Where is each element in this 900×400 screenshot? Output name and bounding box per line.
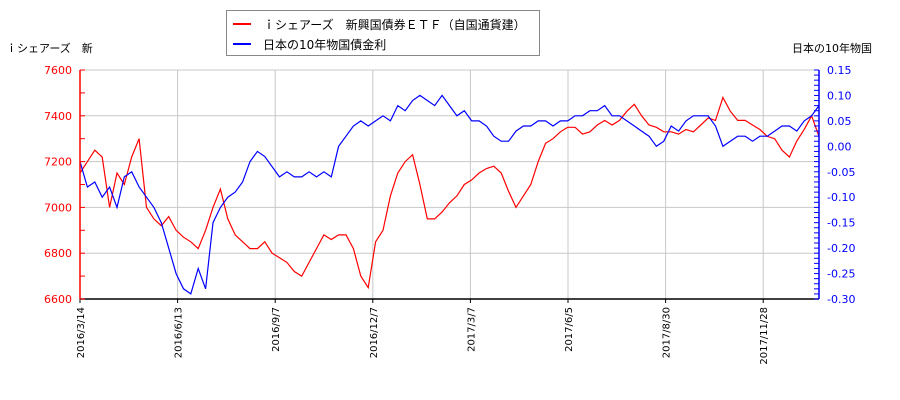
left-tick-label: 7600: [44, 64, 72, 77]
legend-label-etf: ｉシェアーズ 新興国債券ＥＴＦ（自国通貨建）: [263, 17, 526, 32]
left-axis-title: ｉシェアーズ 新: [6, 42, 93, 55]
right-tick-label: -0.15: [827, 217, 855, 230]
right-tick-label: -0.05: [827, 166, 855, 179]
x-tick-label: 2017/3/7: [466, 307, 477, 352]
x-tick-label: 2016/9/7: [271, 307, 282, 352]
x-tick-label: 2016/3/14: [76, 307, 87, 358]
x-tick-label: 2016/12/7: [369, 307, 380, 358]
chart-legend: ｉシェアーズ 新興国債券ＥＴＦ（自国通貨建） 日本の10年物国債金利: [226, 10, 540, 56]
x-tick-label: 2017/6/5: [564, 307, 575, 352]
left-tick-label: 7400: [44, 110, 72, 123]
right-tick-label: 0.15: [827, 64, 852, 77]
legend-item-etf: ｉシェアーズ 新興国債券ＥＴＦ（自国通貨建）: [233, 15, 526, 33]
right-tick-label: -0.20: [827, 242, 855, 255]
legend-swatch-red: [233, 23, 251, 25]
left-tick-label: 7200: [44, 156, 72, 169]
left-tick-label: 6600: [44, 293, 72, 306]
right-axis-title: 日本の10年物国: [792, 42, 872, 55]
right-tick-label: -0.10: [827, 191, 855, 204]
right-tick-label: 0.10: [827, 89, 852, 102]
left-tick-label: 6800: [44, 247, 72, 260]
etf-price-line: [79, 95, 820, 290]
right-tick-label: 0.05: [827, 115, 852, 128]
x-tick-label: 2017/8/30: [662, 307, 673, 358]
x-tick-label: 2017/11/28: [759, 307, 770, 365]
left-tick-label: 7000: [44, 201, 72, 214]
x-tick-label: 2016/6/13: [174, 307, 185, 358]
legend-label-jgb: 日本の10年物国債金利: [263, 37, 387, 52]
right-tick-label: -0.30: [827, 293, 855, 306]
right-tick-label: 0.00: [827, 140, 852, 153]
legend-swatch-blue: [233, 43, 251, 45]
legend-item-jgb: 日本の10年物国債金利: [233, 35, 386, 53]
jgb-yield-line: [79, 94, 820, 295]
right-tick-label: -0.25: [827, 268, 855, 281]
